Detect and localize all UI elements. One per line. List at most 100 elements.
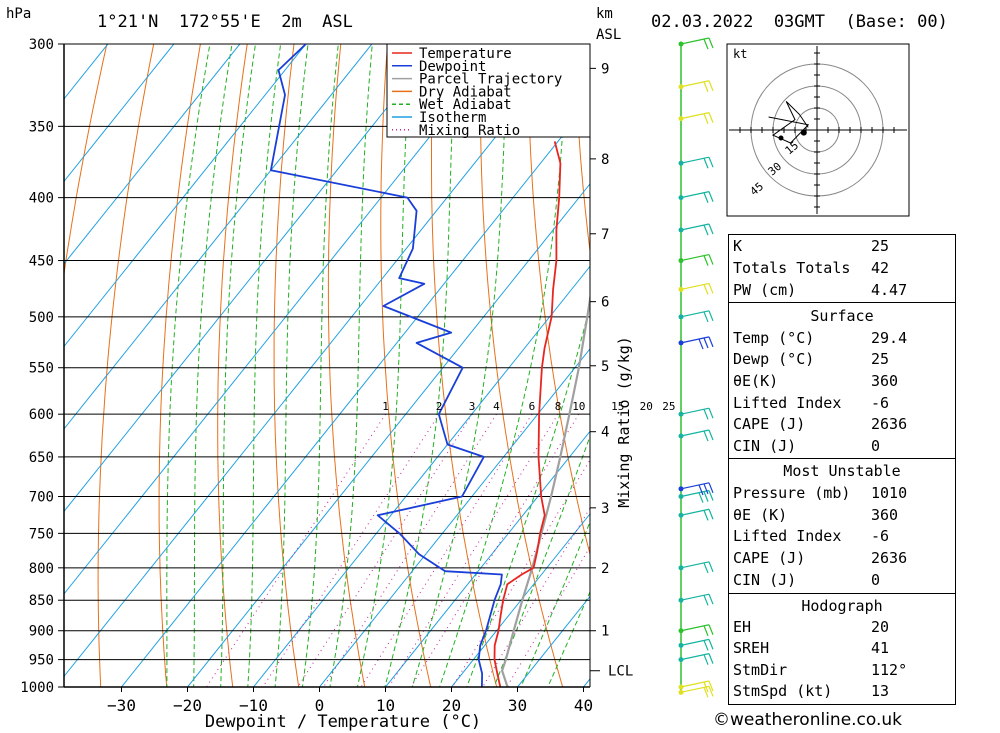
mu-row: θE (K) 360	[729, 505, 955, 526]
wind-barb	[703, 224, 709, 236]
parcel-trajectory-line	[501, 292, 590, 687]
wet-adiabat-line	[166, 44, 211, 687]
pressure-tick-label: 650	[29, 450, 54, 466]
wind-barb	[708, 407, 714, 419]
wind-barb	[708, 254, 714, 265]
mu-row: Lifted Index -6	[729, 526, 955, 547]
copyright-text[interactable]: ©weatheronline.co.uk	[713, 710, 903, 730]
wind-barb	[703, 409, 709, 420]
pressure-tick-label: 500	[29, 310, 54, 326]
hodo-label: StmDir	[733, 661, 788, 679]
wind-barb	[708, 624, 714, 635]
most-unstable-title: Most Unstable	[783, 462, 901, 480]
mixing-ratio-label: 3	[469, 400, 476, 413]
surface-row: Lifted Index -6	[729, 393, 955, 414]
wet-adiabat-line	[247, 44, 282, 687]
wind-barb	[708, 509, 714, 520]
wind-barb	[703, 311, 709, 323]
isotherm-line	[252, 265, 590, 687]
hodo-row: StmDir 112°	[729, 660, 955, 681]
dry-adiabat-line	[97, 44, 155, 687]
hodo-row: SREH 41	[729, 638, 955, 659]
surface-value: -6	[871, 394, 890, 412]
wind-barb	[698, 484, 704, 496]
wet-adiabat-line	[520, 520, 590, 687]
wind-barb	[703, 38, 709, 50]
hodo-label: SREH	[733, 639, 770, 657]
legend-entry: Wet Adiabat	[419, 97, 512, 113]
temperature-line	[493, 141, 562, 687]
pressure-tick-label: 750	[29, 526, 54, 542]
wet-adiabat-line	[193, 44, 233, 687]
wind-barb	[703, 595, 709, 606]
wind-barb	[708, 191, 714, 202]
index-row: PW (cm) 4.47	[729, 280, 955, 301]
index-value: 4.47	[871, 281, 908, 299]
surface-value: 2636	[871, 415, 908, 433]
temp-tick-label: 40	[574, 696, 593, 715]
surface-value: 0	[871, 437, 881, 455]
pressure-tick-label: 300	[29, 37, 54, 53]
wind-barb	[703, 192, 709, 203]
mixing-ratio-label: 20	[640, 400, 653, 413]
datetime-title: 02.03.2022 03GMT (Base: 00)	[651, 12, 948, 32]
legend-entry: Mixing Ratio	[419, 123, 520, 139]
temp-tick-label: −10	[239, 696, 268, 715]
mixing-ratio-axis-title: Mixing Ratio (g/kg)	[615, 336, 633, 508]
surface-label: CAPE (J)	[733, 415, 806, 433]
pressure-tick-label: 800	[29, 561, 54, 577]
wind-barb	[708, 336, 714, 348]
legend-box	[386, 43, 591, 138]
wind-barb	[703, 681, 709, 693]
temp-tick-label: −20	[173, 696, 202, 715]
wind-barb	[703, 337, 709, 349]
legend-entry: Isotherm	[419, 110, 486, 126]
isotherm-line	[64, 44, 241, 265]
isotherm-line	[64, 44, 175, 183]
surface-label: Dewp (°C)	[733, 350, 815, 368]
axes-labels: 3003504004505005506006507007508008509009…	[20, 37, 633, 732]
lcl-label: LCL	[608, 664, 633, 680]
km-tick-label: 8	[601, 152, 609, 168]
wind-barb	[703, 483, 709, 495]
index-label: PW (cm)	[733, 281, 797, 299]
mixing-ratio-line	[410, 413, 580, 687]
surface-row: CAPE (J) 2636	[729, 414, 955, 435]
pressure-tick-label: 350	[29, 119, 54, 135]
asl-unit-label: ASL	[596, 27, 622, 43]
wind-barb	[703, 510, 709, 521]
surface-value: 360	[871, 372, 899, 390]
wind-barb	[703, 113, 709, 124]
mixing-ratio-label: 8	[555, 400, 562, 413]
mixing-ratio-line	[388, 413, 559, 687]
wind-barb	[703, 81, 709, 93]
indices-panel: K 25 Totals Totals 42 PW (cm) 4.47	[728, 234, 956, 304]
location-title: 1°21'N 172°55'E 2m ASL	[97, 12, 353, 32]
wind-barb	[708, 561, 714, 573]
mu-row: Pressure (mb) 1010	[729, 483, 955, 504]
wind-barb	[698, 492, 704, 503]
dry-adiabat-line	[327, 44, 366, 687]
surface-row: θE(K) 360	[729, 371, 955, 392]
hodo-value: 41	[871, 639, 890, 657]
km-tick-label: 9	[601, 61, 609, 77]
pressure-tick-label: 600	[29, 407, 54, 423]
hodograph-trace	[768, 101, 810, 144]
wind-barb	[703, 255, 709, 266]
mu-value: 2636	[871, 549, 908, 567]
isotherm-line	[64, 44, 439, 513]
km-unit-label: km	[596, 6, 613, 22]
wind-barb	[708, 429, 714, 441]
wind-barb	[703, 284, 709, 295]
wet-adiabat-line	[329, 44, 373, 687]
hodo-label: StmSpd (kt)	[733, 682, 833, 700]
km-tick-label: 4	[601, 425, 609, 441]
hodo-value: 112°	[871, 661, 908, 679]
mixing-ratio-label: 4	[493, 400, 500, 413]
index-label: Totals Totals	[733, 259, 851, 277]
mixing-ratio-label: 10	[572, 400, 585, 413]
mu-label: Pressure (mb)	[733, 484, 851, 502]
km-tick-label: 5	[601, 359, 609, 375]
wind-barb	[708, 490, 714, 501]
isotherm-line	[64, 44, 307, 348]
